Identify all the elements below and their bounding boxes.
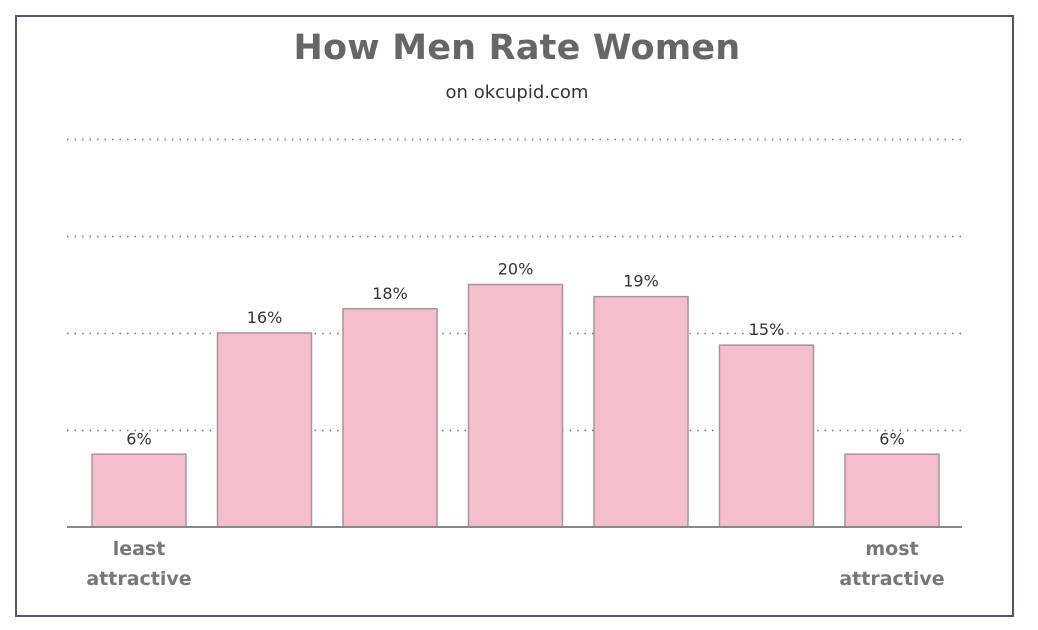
bar-3 [342,308,438,528]
x-label-most-attractive: most attractive [822,534,962,594]
bar-7 [844,453,940,528]
data-labels: 6% 16% 18% 20% 19% 15% 6% [126,260,904,449]
data-label-1: 6% [126,429,151,448]
chart-title: How Men Rate Women [293,28,741,68]
data-label-7: 6% [879,429,904,448]
data-label-4: 20% [498,260,534,279]
x-label-least-line1: least [112,538,166,560]
bar-2 [216,332,313,528]
x-label-most-line1: most [865,538,919,560]
data-label-6: 15% [749,320,785,339]
bars [91,283,940,528]
chart-subtitle: on okcupid.com [445,82,589,103]
data-label-3: 18% [372,284,408,303]
bar-4 [467,283,564,528]
x-label-most-line2: attractive [839,568,945,590]
bar-1 [91,453,187,528]
x-label-least-attractive: least attractive [69,534,209,594]
bar-6 [718,344,815,528]
data-label-2: 16% [247,308,283,327]
data-label-5: 19% [623,272,659,291]
bar-5 [593,295,689,528]
x-label-least-line2: attractive [86,568,192,590]
